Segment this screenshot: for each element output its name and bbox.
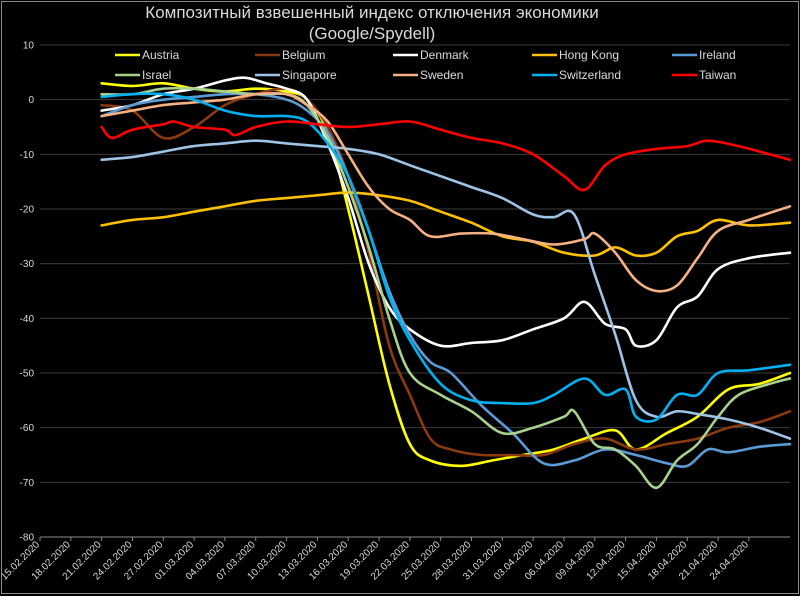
y-tick-label: -10	[20, 150, 35, 161]
y-tick-label: -60	[20, 423, 35, 434]
series-line-belgium	[100, 87, 792, 458]
grid	[40, 44, 790, 538]
legend-label: Denmark	[420, 48, 470, 62]
legend-label: Singapore	[282, 68, 337, 82]
legend-label: Sweden	[420, 68, 463, 82]
legend-label: Hong Kong	[559, 48, 619, 62]
series-line-israel	[100, 86, 792, 490]
chart-title: Композитный взвешенный индекс отключения…	[145, 3, 598, 22]
y-tick-label: -40	[20, 314, 35, 325]
series-line-ireland	[100, 92, 792, 468]
series-line-sweden	[100, 91, 792, 293]
series-line-taiwan	[100, 120, 792, 192]
legend-label: Belgium	[282, 48, 325, 62]
y-tick-label: -80	[20, 533, 35, 544]
series-line-hong-kong	[100, 191, 792, 258]
y-tick-label: 0	[28, 95, 34, 106]
y-tick-label: -50	[20, 369, 35, 380]
series-line-switzerland	[100, 92, 792, 423]
legend: Austria Belgium Denmark Hong Kong Ireland Isr…	[115, 48, 736, 82]
legend-label: Israel	[142, 68, 171, 82]
x-axis: 15.02.202018.02.202021.02.202024.02.2020…	[2, 537, 751, 583]
legend-label: Austria	[142, 48, 180, 62]
chart-subtitle: (Google/Spydell)	[309, 24, 436, 43]
legend-label: Ireland	[699, 48, 736, 62]
y-tick-label: -20	[20, 205, 35, 216]
y-tick-label: -70	[20, 478, 35, 489]
legend-label: Taiwan	[699, 68, 736, 82]
series-line-singapore	[100, 139, 792, 440]
legend-label: Switzerland	[559, 68, 621, 82]
y-tick-label: -30	[20, 259, 35, 270]
y-axis: 10 0 -10 -20 -30 -40 -50 -60 -70 -80	[20, 41, 35, 544]
series-lines	[100, 76, 792, 490]
y-tick-label: 10	[23, 41, 35, 52]
series-line-denmark	[100, 76, 792, 348]
